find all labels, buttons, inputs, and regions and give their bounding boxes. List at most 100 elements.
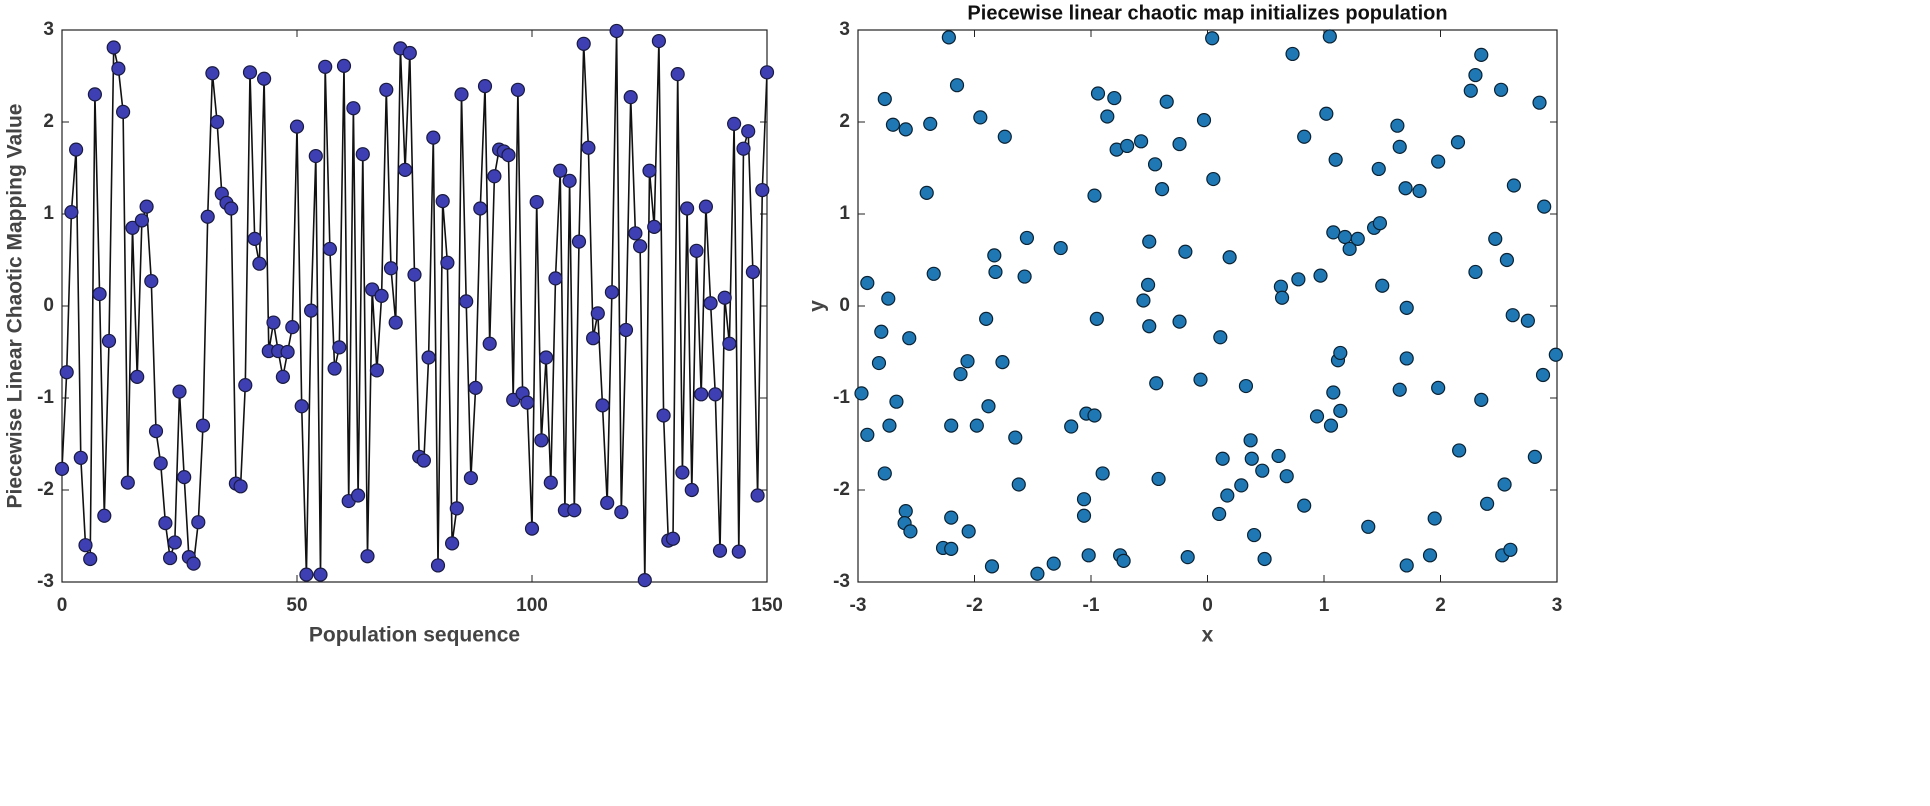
data-point [722, 336, 737, 351]
data-point [59, 365, 74, 380]
data-point [130, 369, 145, 384]
data-point [426, 130, 441, 145]
scatter-point [1399, 558, 1414, 573]
scatter-point [1493, 82, 1509, 97]
data-point [360, 549, 375, 564]
data-point [73, 450, 88, 465]
data-point [416, 453, 431, 468]
scatter-point [1279, 469, 1294, 484]
scatter-point [944, 510, 959, 525]
scatter-point [1350, 231, 1365, 246]
scatter-point [953, 366, 968, 382]
data-point [172, 384, 187, 399]
data-point [628, 226, 643, 241]
data-point [336, 58, 352, 73]
data-point [459, 294, 474, 309]
data-point [87, 87, 103, 102]
data-point [346, 101, 361, 116]
scatter-point [1008, 430, 1023, 445]
scatter-point [1313, 268, 1328, 283]
data-point [379, 82, 394, 97]
scatter-point [1234, 478, 1249, 493]
x-axis-label: Population sequence [309, 624, 520, 647]
scatter-point [1431, 154, 1446, 169]
scatter-point [1422, 548, 1438, 563]
scatter-point [1206, 171, 1221, 187]
scatter-point [1151, 471, 1166, 487]
data-point [167, 535, 182, 550]
scatter-point [1213, 330, 1228, 345]
data-point [647, 219, 662, 234]
scatter-point [923, 116, 938, 131]
scatter-point [1375, 278, 1390, 293]
data-point [402, 45, 417, 61]
scatter-point [1291, 272, 1306, 287]
scatter-point [1323, 418, 1339, 433]
scatter-point [1488, 231, 1503, 246]
data-point [487, 169, 502, 184]
data-point [501, 148, 516, 163]
scatter-point [1399, 351, 1414, 366]
data-point [712, 543, 728, 558]
scatter-point [1333, 403, 1348, 418]
scatter-point [1297, 498, 1312, 513]
scatter-point [987, 248, 1002, 263]
scatter-point [1030, 566, 1045, 581]
data-point [125, 220, 140, 235]
scatter-point [882, 418, 897, 433]
scatter-point [860, 275, 875, 291]
data-point [313, 567, 328, 582]
data-point [92, 286, 107, 302]
scatter-point [881, 291, 896, 306]
scatter-point [1087, 408, 1102, 423]
data-point [407, 267, 422, 282]
scatter-point [1326, 385, 1341, 400]
scatter-point [871, 355, 887, 371]
data-point [585, 331, 601, 346]
scatter-point [973, 110, 988, 125]
data-point [656, 408, 671, 423]
scatter-point [1537, 199, 1552, 214]
y-tick-label: 0 [839, 295, 850, 316]
data-point [299, 567, 314, 582]
data-point [308, 148, 323, 164]
data-point [548, 271, 563, 286]
scatter-point [1392, 139, 1407, 154]
data-point [623, 90, 638, 105]
x-tick-label: 0 [1202, 595, 1213, 616]
scatter-point [898, 122, 913, 137]
scatter-point [1172, 136, 1187, 152]
data-point [468, 380, 483, 395]
scatter-point [1506, 178, 1521, 193]
y-tick-label: 2 [43, 111, 54, 132]
data-point [332, 340, 347, 355]
scatter-point [1548, 347, 1563, 362]
data-point [632, 239, 648, 254]
scatter-point [988, 264, 1003, 280]
data-point [520, 395, 535, 410]
scatter-point [1319, 106, 1334, 121]
scatter-point [1390, 118, 1405, 133]
scatter-point [1337, 229, 1353, 245]
scatter-point [902, 331, 917, 346]
data-point [609, 23, 624, 39]
data-point [294, 399, 309, 414]
data-point [679, 201, 695, 216]
y-tick-label: -1 [833, 387, 850, 408]
data-point [463, 470, 478, 486]
data-point [741, 124, 756, 139]
scatter-point [1535, 367, 1551, 383]
scatter-point [1011, 477, 1026, 492]
scatter-point [981, 399, 996, 414]
data-point [590, 306, 605, 321]
scatter-point [885, 117, 901, 132]
data-point [576, 36, 591, 51]
data-point [703, 296, 718, 311]
scatter-point [1450, 135, 1466, 150]
scatter-point [877, 91, 892, 107]
scatter-point [1505, 308, 1520, 323]
scatter-point [1159, 94, 1174, 109]
scatter-point [1474, 392, 1489, 407]
data-point [54, 461, 70, 476]
data-point [449, 501, 464, 516]
